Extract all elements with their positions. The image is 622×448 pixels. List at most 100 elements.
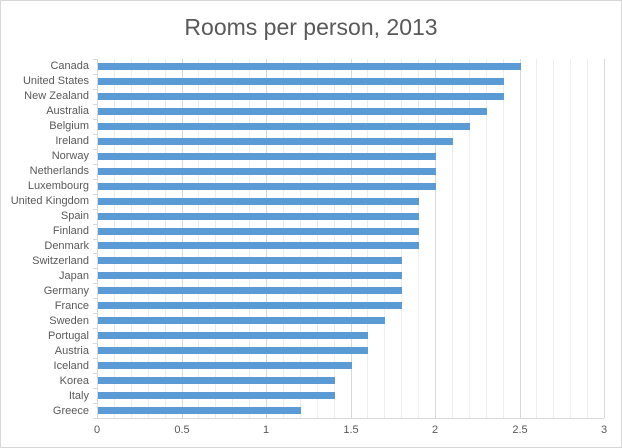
gridline-minor: [587, 59, 588, 418]
y-axis-tick: [93, 59, 97, 60]
y-axis-tick: [93, 358, 97, 359]
gridline-major: [520, 59, 521, 418]
y-axis-label: Norway: [51, 150, 89, 162]
y-axis-tick: [93, 89, 97, 90]
bar-austria: [98, 347, 368, 354]
gridline-minor: [232, 59, 233, 418]
bar-sweden: [98, 317, 385, 324]
y-axis-tick: [93, 104, 97, 105]
y-axis-label: United States: [22, 75, 89, 87]
gridline-minor: [165, 59, 166, 418]
gridline-minor: [367, 59, 368, 418]
y-axis-label: United Kingdom: [10, 195, 89, 207]
y-axis-tick: [93, 194, 97, 195]
y-axis-label: Greece: [52, 405, 89, 417]
bar-new-zealand: [98, 93, 504, 100]
y-axis-tick: [93, 298, 97, 299]
y-axis-label: Germany: [43, 285, 89, 297]
x-axis-label: 3: [600, 424, 608, 436]
bar-united-kingdom: [98, 198, 419, 205]
gridline-minor: [503, 59, 504, 418]
x-axis-label: 1.5: [343, 424, 359, 436]
y-axis-label: Ireland: [55, 135, 89, 147]
gridline-minor: [486, 59, 487, 418]
y-axis-tick: [93, 224, 97, 225]
plot-area: [93, 59, 605, 419]
bar-belgium: [98, 123, 470, 130]
gridline-minor: [215, 59, 216, 418]
bar-korea: [98, 377, 335, 384]
bar-iceland: [98, 362, 352, 369]
gridline-minor: [452, 59, 453, 418]
gridline-major: [435, 59, 436, 418]
y-axis-tick: [93, 119, 97, 120]
y-axis-label: Netherlands: [29, 165, 89, 177]
y-axis-label: Korea: [59, 375, 89, 387]
y-axis-tick: [93, 403, 97, 404]
y-axis-tick: [93, 418, 97, 419]
y-axis-tick: [93, 373, 97, 374]
x-axis-label: 2.5: [512, 424, 528, 436]
y-axis-label: France: [54, 300, 89, 312]
x-axis-label: 1: [262, 424, 270, 436]
bar-netherlands: [98, 168, 436, 175]
bar-japan: [98, 272, 402, 279]
gridline-minor: [418, 59, 419, 418]
y-axis-tick: [93, 328, 97, 329]
y-axis-label: Switzerland: [32, 255, 89, 267]
gridline-minor: [148, 59, 149, 418]
gridline-minor: [249, 59, 250, 418]
bar-canada: [98, 63, 521, 70]
bar-denmark: [98, 242, 419, 249]
y-axis-tick: [93, 283, 97, 284]
y-axis-label: Portugal: [48, 330, 89, 342]
y-axis-tick: [93, 388, 97, 389]
y-axis-tick: [93, 239, 97, 240]
bar-finland: [98, 228, 419, 235]
gridline-major: [182, 59, 183, 418]
y-axis-label: Sweden: [49, 315, 89, 327]
y-axis-label: Spain: [60, 210, 89, 222]
bar-germany: [98, 287, 402, 294]
bar-ireland: [98, 138, 453, 145]
x-axis-label: 0.5: [174, 424, 190, 436]
y-axis-label: Japan: [59, 270, 89, 282]
y-axis-tick: [93, 134, 97, 135]
x-axis-label: 2: [431, 424, 439, 436]
y-axis-tick: [93, 149, 97, 150]
gridline-minor: [334, 59, 335, 418]
y-axis-tick: [93, 343, 97, 344]
gridline-minor: [300, 59, 301, 418]
y-axis-label: Australia: [46, 105, 89, 117]
bar-italy: [98, 392, 335, 399]
y-axis-label: Belgium: [49, 120, 89, 132]
y-axis-label: Iceland: [53, 360, 89, 372]
gridline-major: [351, 59, 352, 418]
y-axis-tick: [93, 164, 97, 165]
bar-united-states: [98, 78, 504, 85]
bar-greece: [98, 407, 301, 414]
x-axis-label: 0: [93, 424, 101, 436]
bar-spain: [98, 213, 419, 220]
y-axis-line: [97, 59, 98, 418]
x-axis-line: [97, 418, 604, 419]
bar-france: [98, 302, 402, 309]
gridline-minor: [131, 59, 132, 418]
y-axis-label: Italy: [68, 390, 89, 402]
y-axis-label: New Zealand: [24, 90, 89, 102]
gridline-major: [266, 59, 267, 418]
gridline-minor: [553, 59, 554, 418]
y-axis-label: Luxembourg: [27, 180, 89, 192]
y-axis-label: Denmark: [44, 240, 89, 252]
bar-luxembourg: [98, 183, 436, 190]
gridline-minor: [536, 59, 537, 418]
y-axis-label: Austria: [54, 345, 89, 357]
chart-title: Rooms per person, 2013: [184, 14, 438, 40]
y-axis-label: Finland: [52, 225, 89, 237]
bar-australia: [98, 108, 487, 115]
y-axis-label: Canada: [50, 60, 89, 72]
gridline-major: [604, 59, 605, 418]
bar-norway: [98, 153, 436, 160]
gridline-minor: [570, 59, 571, 418]
